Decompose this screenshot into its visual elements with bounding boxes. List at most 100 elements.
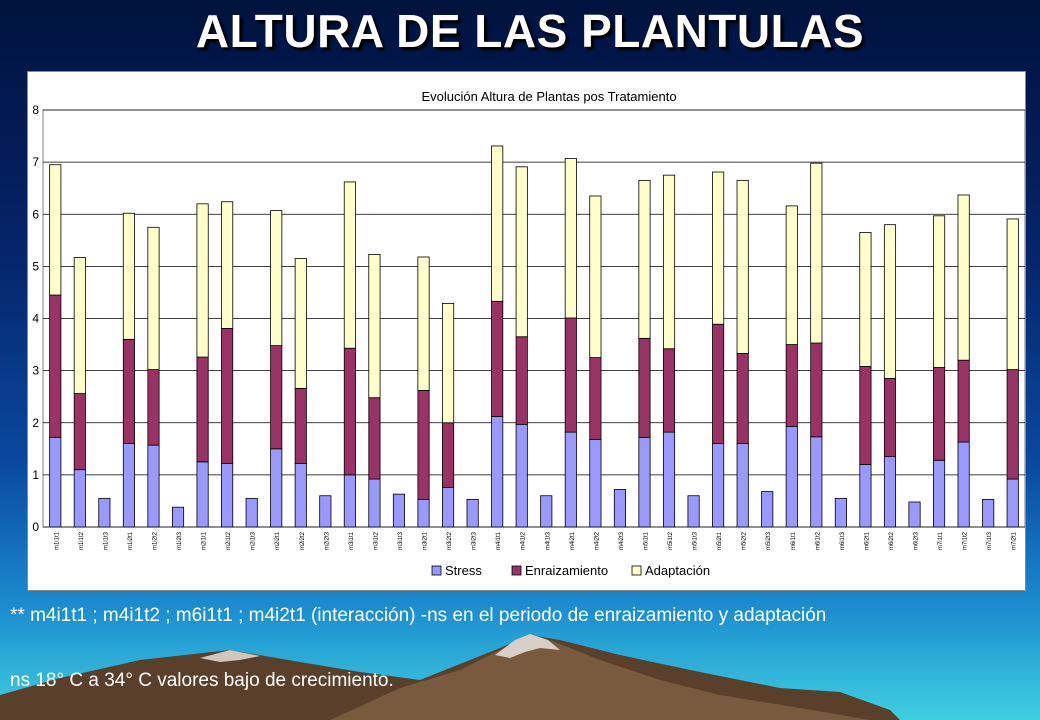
x-tick-label: m2i2t2 (300, 531, 306, 550)
y-tick-label: 6 (32, 207, 39, 221)
bar-enraizamiento-m1i2t1 (122, 338, 135, 445)
x-tick-label: m5i1t3 (693, 531, 699, 550)
y-tick-label: 2 (32, 416, 39, 430)
y-tick-label: 1 (32, 468, 39, 482)
bar-stress-m1i1t1 (49, 436, 62, 528)
bar-adaptacin-m2i2t1 (270, 210, 283, 347)
bar-stress-m6i1t2 (810, 436, 823, 528)
x-tick-label: m5i1t2 (668, 531, 674, 550)
x-tick-label: m7i1t3 (987, 531, 993, 550)
legend: Stress Enraizamiento Adaptación (431, 563, 710, 578)
x-tick-label: m1i2t1 (128, 531, 134, 550)
x-tick-label: m3i1t3 (398, 531, 404, 550)
bar-stress-m1i2t1 (122, 443, 135, 528)
bar-adaptacin-m6i1t2 (810, 162, 823, 344)
bar-stress-m2i2t3 (319, 495, 332, 528)
bar-stress-m4i2t3 (613, 489, 626, 528)
bar-stress-m3i1t2 (368, 478, 381, 528)
y-tick-label: 8 (32, 103, 39, 117)
axis-layer: 0 1 2 3 4 5 6 7 8 m1i1t1 m1i1t2 m1i1t3 m1i2t1 m1i2t2 m… (32, 103, 1017, 550)
bar-stress-m3i2t2 (442, 486, 455, 528)
bar-stress-m4i1t1 (491, 416, 504, 528)
x-tick-label: m7i2t1 (1012, 531, 1018, 550)
bar-enraizamiento-m2i1t2 (221, 328, 234, 464)
x-tick-label: m2i1t1 (202, 531, 208, 550)
bar-enraizamiento-m1i1t1 (49, 294, 62, 438)
x-tick-label: m4i1t3 (545, 531, 551, 550)
y-tick-label: 7 (32, 155, 39, 169)
bar-enraizamiento-m6i2t1 (859, 366, 872, 465)
bar-enraizamiento-m2i1t1 (196, 356, 209, 463)
x-tick-label: m5i2t1 (717, 531, 723, 550)
bar-stress-m3i2t3 (466, 498, 479, 528)
bar-adaptacin-m6i2t1 (859, 232, 872, 367)
x-tick-label: m1i1t1 (54, 531, 60, 550)
bar-enraizamiento-m6i2t2 (883, 378, 897, 458)
x-tick-label: m4i1t1 (496, 531, 502, 550)
legend-swatch (431, 565, 442, 576)
x-tick-label: m3i2t3 (472, 531, 478, 550)
bar-adaptacin-m5i1t1 (638, 179, 651, 339)
bar-adaptacin-m1i2t2 (147, 226, 160, 370)
stacked-bar-chart: Evolución Altura de Plantas pos Tratamie… (32, 89, 1025, 578)
x-tick-label: m6i2t3 (914, 531, 920, 550)
bar-enraizamiento-m7i2t1 (1006, 369, 1019, 480)
x-tick-label: m6i2t2 (889, 531, 895, 550)
bar-adaptacin-m4i2t1 (564, 158, 577, 319)
x-tick-label: m7i1t2 (963, 531, 969, 550)
bar-adaptacin-m1i2t1 (122, 212, 135, 340)
x-tick-label: m3i1t1 (349, 531, 355, 550)
x-tick-label: m2i1t3 (251, 531, 257, 550)
legend-swatch (511, 565, 522, 576)
bar-stress-m3i2t1 (417, 498, 430, 528)
x-tick-label: m1i1t2 (79, 531, 85, 550)
bar-stress-m1i1t3 (98, 497, 111, 528)
bar-stress-m6i2t2 (883, 456, 897, 528)
bar-adaptacin-m5i2t2 (736, 179, 749, 354)
bar-stress-m2i1t3 (245, 497, 258, 528)
bar-adaptacin-m6i2t2 (883, 224, 897, 379)
legend-swatch (631, 565, 642, 576)
x-tick-label: m7i1t1 (938, 531, 944, 550)
x-tick-label: m5i2t2 (742, 531, 748, 550)
bar-enraizamiento-m7i1t1 (933, 367, 946, 461)
bar-adaptacin-m5i2t1 (712, 171, 725, 325)
bar-stress-m5i2t1 (712, 443, 725, 528)
bar-adaptacin-m2i1t2 (221, 201, 234, 329)
bar-enraizamiento-m3i2t1 (417, 390, 430, 500)
bar-enraizamiento-m3i1t1 (343, 347, 356, 476)
bar-enraizamiento-m6i1t1 (785, 344, 798, 427)
mountain-silhouette (0, 634, 900, 720)
bar-enraizamiento-m3i1t2 (368, 397, 381, 480)
chart-title: Evolución Altura de Plantas pos Tratamie… (421, 89, 676, 104)
x-tick-label: m4i2t1 (570, 531, 576, 550)
bar-enraizamiento-m5i1t2 (662, 348, 676, 433)
bar-enraizamiento-m4i2t2 (589, 357, 602, 440)
x-tick-label: m4i2t3 (619, 531, 625, 550)
x-tick-label: m2i1t2 (226, 531, 232, 550)
legend-label: Enraizamiento (525, 563, 608, 578)
x-tick-label: m3i2t1 (423, 531, 429, 550)
note-interaction: ** m4i1t1 ; m4i1t2 ; m6i1t1 ; m4i2t1 (in… (10, 605, 827, 626)
y-tick-label: 5 (32, 259, 39, 273)
legend-label: Adaptación (645, 563, 710, 578)
bar-adaptacin-m3i1t2 (368, 253, 381, 399)
chart-panel: Evolución Altura de Plantas pos Tratamie… (27, 71, 1026, 591)
x-tick-label: m5i1t1 (643, 531, 649, 550)
bar-adaptacin-m3i2t1 (417, 256, 430, 391)
bar-enraizamiento-m3i2t2 (442, 422, 455, 488)
bar-adaptacin-m4i1t2 (515, 166, 528, 338)
bar-stress-m4i1t2 (515, 423, 528, 528)
bar-enraizamiento-m5i2t1 (712, 323, 725, 444)
bar-stress-m2i1t2 (221, 463, 234, 528)
bar-stress-m7i1t2 (957, 441, 970, 528)
slide-title: ALTURA DE LAS PLANTULAS (195, 5, 865, 57)
bar-adaptacin-m3i2t2 (442, 302, 455, 424)
bar-stress-m6i1t3 (834, 497, 847, 528)
bar-adaptacin-m2i1t1 (196, 203, 209, 358)
bar-stress-m4i2t1 (564, 431, 577, 528)
bar-enraizamiento-m7i1t2 (957, 359, 970, 443)
bar-adaptacin-m5i1t2 (662, 174, 676, 350)
bar-stress-m5i1t3 (687, 495, 700, 528)
note-temperature: ns 18° C a 34° C valores bajo de crecimi… (10, 670, 394, 691)
